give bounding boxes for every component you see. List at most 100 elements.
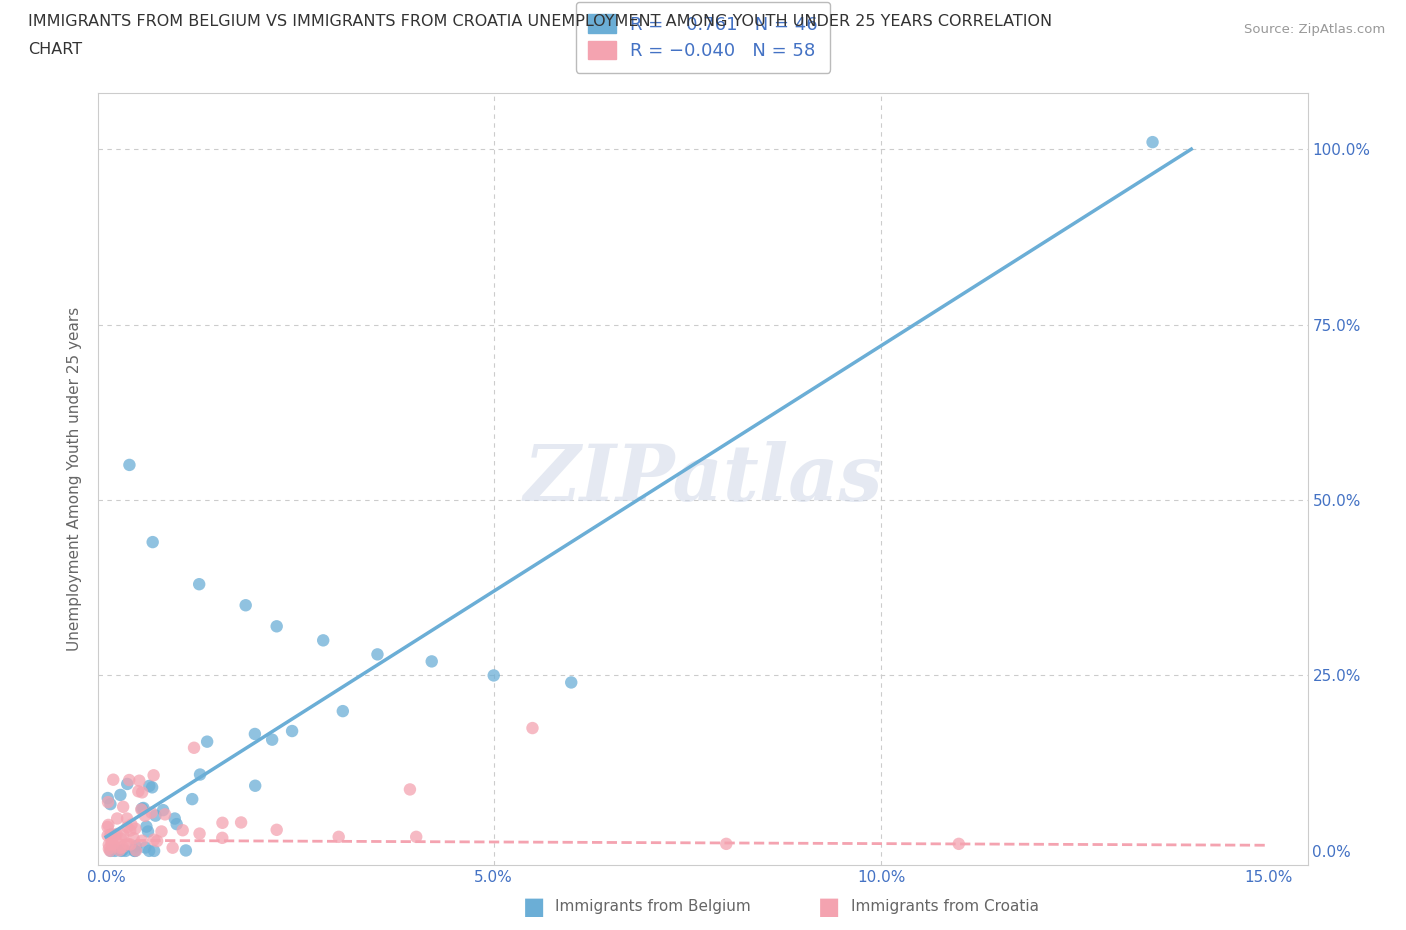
Point [948,836,970,851]
Point [96,819,118,834]
Point [122,830,145,845]
Point [110,788,132,803]
Point [117,777,139,791]
Point [136,824,159,839]
Point [152,803,174,817]
Point [97,828,120,843]
Text: Immigrants from Croatia: Immigrants from Croatia [851,899,1039,914]
Point [195,734,218,749]
Point [1142,135,1164,150]
Point [134,808,156,823]
Point [124,844,146,858]
Point [211,830,233,845]
Legend: R =    0.761   N = 46, R = −0.040   N = 58: R = 0.761 N = 46, R = −0.040 N = 58 [576,2,830,73]
Point [141,805,163,820]
Point [181,791,204,806]
Point [104,828,127,843]
Y-axis label: Unemployment Among Youth under 25 years: Unemployment Among Youth under 25 years [67,307,83,651]
Point [312,633,335,648]
Point [112,800,135,815]
Point [235,598,257,613]
Point [110,844,132,858]
Point [522,721,544,736]
Point [716,836,738,851]
Point [138,778,160,793]
Text: CHART: CHART [28,42,82,57]
Point [115,811,138,826]
Point [100,844,122,858]
Point [112,827,135,842]
Point [98,828,121,843]
Point [124,844,146,858]
Point [117,836,139,851]
Point [183,740,205,755]
Point [100,834,122,849]
Point [134,840,156,855]
Text: Source: ZipAtlas.com: Source: ZipAtlas.com [1244,23,1385,36]
Point [104,832,127,847]
Text: IMMIGRANTS FROM BELGIUM VS IMMIGRANTS FROM CROATIA UNEMPLOYMENT AMONG YOUTH UNDE: IMMIGRANTS FROM BELGIUM VS IMMIGRANTS FR… [28,14,1052,29]
Point [128,773,150,788]
Point [125,844,148,858]
Text: ZIPatlas: ZIPatlas [523,441,883,517]
Point [188,826,211,841]
Point [143,844,166,858]
Point [100,797,122,812]
Point [129,802,152,817]
Point [100,827,122,842]
Point [131,801,153,816]
Point [153,807,176,822]
Text: ■: ■ [523,895,546,919]
Point [104,844,127,858]
Point [131,833,153,848]
Point [146,833,169,848]
Point [332,704,354,719]
Point [120,837,142,852]
Point [138,844,160,858]
Point [135,819,157,834]
Point [97,837,120,852]
Point [120,823,142,838]
Point [142,768,165,783]
Point [328,830,350,844]
Point [132,801,155,816]
Point [115,819,138,834]
Point [482,668,505,683]
Point [103,772,125,787]
Point [143,832,166,847]
Point [162,840,184,855]
Point [111,840,134,855]
Point [243,726,266,741]
Point [188,767,211,782]
Point [114,844,136,858]
Point [166,817,188,831]
Point [110,831,132,846]
Point [124,821,146,836]
Point [118,458,141,472]
Point [174,843,197,857]
Point [405,830,427,844]
Point [105,811,128,826]
Point [211,816,233,830]
Text: Immigrants from Belgium: Immigrants from Belgium [555,899,751,914]
Point [98,844,121,858]
Point [245,778,267,793]
Point [262,732,284,747]
Point [97,842,120,857]
Point [110,841,132,856]
Point [97,817,120,832]
Point [125,839,148,854]
Point [229,815,252,830]
Point [366,647,388,662]
Point [266,618,288,633]
Point [100,836,122,851]
Point [131,785,153,800]
Point [127,784,149,799]
Point [420,654,443,669]
Point [111,843,134,857]
Point [172,823,194,838]
Point [105,827,128,842]
Point [121,817,143,832]
Point [145,808,167,823]
Point [97,795,120,810]
